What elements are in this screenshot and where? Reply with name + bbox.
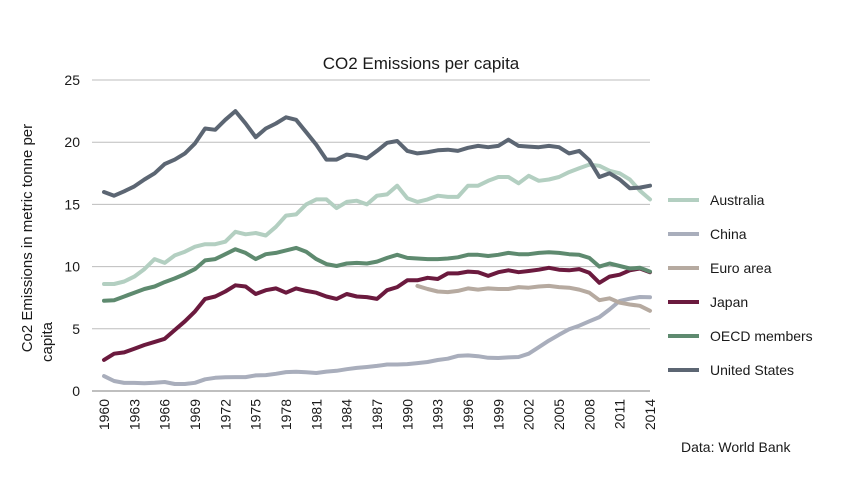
source-note: Data: World Bank xyxy=(681,439,791,455)
x-tick-label: 2002 xyxy=(521,399,537,430)
x-tick-label: 1996 xyxy=(460,399,476,430)
series-line-japan xyxy=(102,265,652,362)
x-axis-ticks: 1960 1963 1966 1969 1972 1975 1978 1981 1984 1987… xyxy=(96,399,658,430)
gridlines xyxy=(92,79,650,392)
y-tick-label: 20 xyxy=(64,134,80,150)
x-tick-label: 2014 xyxy=(642,399,658,430)
legend: Australia China Euro area Japan OECD members… xyxy=(668,192,813,378)
y-tick-label: 5 xyxy=(72,321,80,337)
legend-label: OECD members xyxy=(710,328,813,344)
series-line-australia xyxy=(102,162,652,286)
series-line-united-states xyxy=(102,109,652,198)
y-tick-label: 0 xyxy=(72,383,80,399)
x-tick-label: 2008 xyxy=(581,399,597,430)
x-tick-label: 1975 xyxy=(248,399,264,430)
x-tick-label: 1969 xyxy=(187,399,203,430)
y-tick-label: 10 xyxy=(64,259,80,275)
x-tick-label: 1984 xyxy=(339,399,355,430)
legend-label: United States xyxy=(710,362,794,378)
series-lines xyxy=(102,109,652,386)
x-tick-label: 1963 xyxy=(126,399,142,430)
series-line-euro-area xyxy=(415,283,652,313)
x-tick-label: 1987 xyxy=(369,399,385,430)
y-axis-label-line-1: Co2 Emissions in metric tonne per xyxy=(19,124,36,352)
x-tick-label: 2005 xyxy=(551,399,567,430)
chart-title: CO2 Emissions per capita xyxy=(323,54,520,73)
y-axis-label: Co2 Emissions in metric tonne per capita xyxy=(19,120,56,362)
y-axis-label-line-2: capita xyxy=(39,321,56,362)
legend-label: Euro area xyxy=(710,260,772,276)
y-tick-label: 15 xyxy=(64,196,80,212)
x-tick-label: 1990 xyxy=(399,399,415,430)
y-tick-label: 25 xyxy=(64,72,80,88)
x-tick-label: 1966 xyxy=(157,399,173,430)
x-tick-label: 1972 xyxy=(217,399,233,430)
x-tick-label: 1999 xyxy=(490,399,506,430)
x-tick-label: 2011 xyxy=(612,399,628,429)
x-tick-label: 1978 xyxy=(278,399,294,430)
series-line-oecd-members xyxy=(102,245,652,303)
legend-label: China xyxy=(710,226,747,242)
y-axis-ticks: 0 5 10 15 20 25 xyxy=(64,72,80,399)
x-tick-label: 1960 xyxy=(96,399,112,430)
legend-label: Japan xyxy=(710,294,748,310)
series-line-china xyxy=(102,295,652,386)
x-tick-label: 1981 xyxy=(308,399,324,430)
x-tick-label: 1993 xyxy=(430,399,446,430)
legend-label: Australia xyxy=(710,192,765,208)
